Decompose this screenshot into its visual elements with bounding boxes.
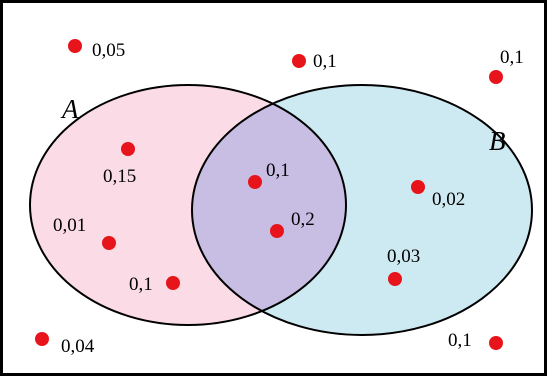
point-dot: [489, 70, 503, 84]
point-dot: [270, 224, 284, 238]
point-label: 0,1: [500, 47, 524, 68]
set-b-label: B: [489, 126, 506, 156]
point-dot: [489, 336, 503, 350]
point-dot: [292, 54, 306, 68]
point-p1: 0,05: [68, 39, 125, 61]
point-p7: 0,1: [248, 160, 290, 189]
point-dot: [411, 180, 425, 194]
point-label: 0,1: [448, 330, 472, 351]
point-p2: 0,1: [292, 51, 337, 72]
point-label: 0,15: [103, 166, 136, 187]
point-label: 0,05: [92, 40, 125, 61]
point-dot: [248, 175, 262, 189]
point-dot: [166, 276, 180, 290]
point-label: 0,01: [53, 215, 86, 236]
point-p3: 0,1: [489, 47, 524, 84]
point-label: 0,03: [387, 246, 420, 267]
point-p6: 0,1: [129, 274, 180, 295]
point-label: 0,04: [61, 336, 95, 357]
point-label: 0,2: [291, 209, 315, 230]
set-a-label: A: [60, 94, 79, 124]
point-p9: 0,02: [411, 180, 465, 210]
point-p11: 0,04: [35, 332, 95, 357]
point-dot: [102, 236, 116, 250]
point-p8: 0,2: [270, 209, 315, 238]
point-p10: 0,03: [387, 246, 420, 286]
point-p5: 0,01: [53, 215, 116, 250]
point-label: 0,1: [313, 51, 337, 72]
point-dot: [68, 39, 82, 53]
point-label: 0,1: [129, 274, 153, 295]
point-dot: [388, 272, 402, 286]
set-b-outline: [191, 84, 533, 336]
point-p12: 0,1: [448, 330, 503, 351]
intersection-region: [192, 85, 346, 325]
point-p4: 0,15: [103, 142, 136, 187]
point-dot: [35, 332, 49, 346]
point-dot: [121, 142, 135, 156]
point-label: 0,02: [432, 189, 465, 210]
point-label: 0,1: [266, 160, 290, 181]
points-layer: 0,05 0,1 0,1 0,15 0,01 0,1 0,1 0,2: [35, 39, 524, 357]
set-a-outline: [29, 84, 347, 326]
